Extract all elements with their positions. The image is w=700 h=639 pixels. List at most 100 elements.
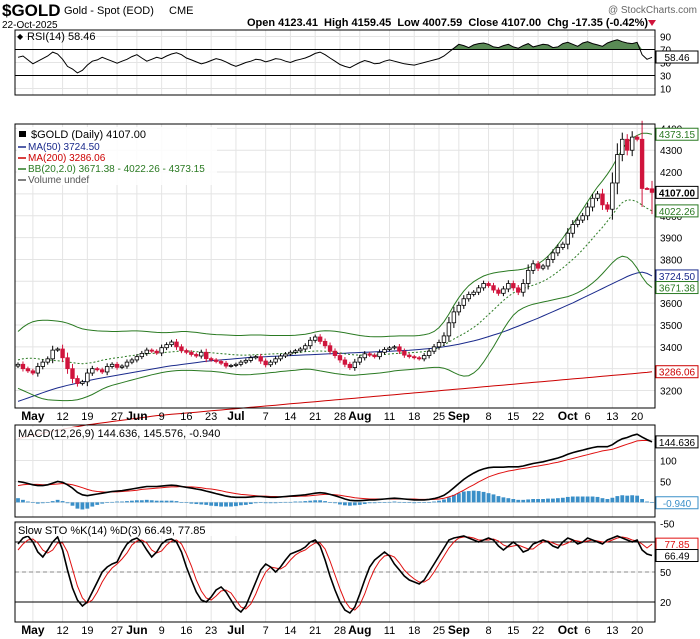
price-candle-body: [169, 341, 174, 346]
price-candle-body: [407, 354, 412, 358]
macd-histogram-bar: [506, 498, 511, 503]
price-candle-body: [104, 366, 110, 373]
price-candle-body: [233, 363, 239, 366]
rsi-y-tick-label: 90: [660, 33, 672, 44]
macd-histogram-bar: [115, 501, 119, 503]
bollinger-lower-line: [17, 255, 653, 402]
macd-histogram-bar: [75, 502, 80, 509]
macd-histogram-bar: [427, 502, 432, 503]
price-candle-body: [431, 346, 437, 352]
macd-histogram-bar: [243, 502, 248, 505]
macd-histogram-bar: [30, 502, 35, 503]
price-candle-body: [644, 188, 650, 190]
x-axis-tick-label: 15: [507, 411, 519, 423]
price-candle-body: [362, 353, 367, 359]
price-candle-body: [273, 358, 278, 363]
price-candle-body: [550, 252, 556, 260]
macd-histogram-bar: [481, 491, 486, 503]
price-candle-body: [204, 351, 209, 360]
price-candle-body: [184, 350, 189, 353]
watermark: @ StockCharts.com: [608, 5, 697, 16]
price-candle-body: [585, 206, 590, 217]
macd-histogram-bar: [580, 496, 585, 503]
macd-histogram-bar: [476, 491, 481, 503]
price-y-tick-label: 3800: [660, 255, 683, 266]
macd-histogram-bar: [635, 495, 640, 503]
macd-histogram-bar: [189, 502, 194, 504]
price-y-tick-label: 4200: [660, 168, 683, 179]
macd-histogram-bar: [149, 500, 154, 503]
macd-histogram-bar: [278, 502, 283, 503]
price-candle-body: [243, 359, 249, 363]
price-candle-body: [417, 357, 422, 360]
x-axis-tick-label: 6: [585, 625, 591, 637]
x-axis-tick-label: Aug: [348, 623, 371, 637]
price-candle-body: [65, 357, 70, 370]
macd-histogram-bar: [496, 496, 501, 503]
price-candle-body: [412, 356, 417, 359]
price-candle-body: [575, 219, 580, 225]
x-axis-tick-label: 14: [284, 411, 296, 423]
x-axis-tick-label: 28: [334, 411, 346, 423]
macd-histogram-bar: [575, 496, 580, 503]
macd-histogram-bar: [387, 501, 392, 503]
macd-histogram-bar: [313, 500, 318, 503]
price-candle-body: [35, 366, 41, 374]
x-axis-tick-label: Sep: [448, 409, 470, 423]
price-legend-item: BB(20,2.0) 3671.38 - 4022.26 - 4373.15: [28, 164, 205, 175]
macd-histogram-bar: [80, 502, 85, 510]
macd-histogram-bar: [224, 502, 228, 507]
price-candle-body: [208, 358, 214, 361]
price-candle-body: [565, 232, 570, 245]
macd-histogram-bar: [541, 499, 545, 503]
price-candle-body: [639, 138, 645, 189]
x-axis-tick-label: 7: [263, 411, 269, 423]
price-candle-body: [629, 136, 635, 151]
price-candle-body: [119, 365, 125, 368]
macd-histogram-bar: [491, 494, 496, 503]
bollinger-middle-line: [17, 199, 653, 365]
price-y-tick-label: 3200: [660, 387, 683, 398]
price-candle-body: [560, 243, 566, 248]
x-axis-tick-label: 8: [485, 411, 491, 423]
macd-histogram-bar: [110, 501, 115, 503]
price-candle-body: [312, 336, 318, 341]
price-value-tag-label: 4022.26: [659, 207, 696, 218]
x-axis-tick-label: 20: [631, 625, 643, 637]
macd-histogram-bar: [209, 502, 214, 506]
x-axis-tick-label: 28: [334, 625, 346, 637]
price-candle-body: [194, 354, 199, 357]
macd-histogram-bar: [234, 502, 238, 507]
macd-histogram-bar: [194, 502, 199, 505]
rsi-legend-bg: [17, 31, 25, 39]
chart-date: 22-Oct-2025: [2, 20, 58, 31]
price-value-tag-label: 3671.38: [659, 284, 696, 295]
macd-histogram-bar: [154, 500, 159, 503]
x-axis-tick-label: 16: [180, 625, 192, 637]
macd-histogram-bar: [293, 501, 298, 503]
price-y-tick-label: 3500: [660, 321, 683, 332]
price-candle-body: [421, 355, 427, 360]
macd-histogram-bar: [382, 502, 387, 503]
macd-histogram-bar: [100, 502, 105, 504]
stochastic-k-line: [17, 535, 653, 615]
price-candle-body: [377, 351, 382, 358]
macd-histogram-bar: [501, 497, 506, 503]
rsi-value-tag: 58.46: [655, 50, 699, 64]
price-candle-body: [283, 353, 288, 357]
macd-histogram-bar: [214, 502, 219, 507]
macd-histogram-bar: [21, 499, 25, 503]
symbol-title: $GOLD: [2, 1, 61, 20]
macd-histogram-bar: [229, 502, 233, 507]
macd-histogram-bar: [298, 501, 303, 503]
price-candle-body: [223, 362, 229, 367]
macd-histogram-bar: [288, 501, 293, 503]
macd-value-tag-label: 144.636: [659, 438, 696, 449]
macd-histogram-bar: [595, 496, 600, 503]
macd-histogram-bar: [590, 496, 595, 503]
macd-line: [17, 433, 653, 502]
x-axis-tick-label: 9: [159, 625, 165, 637]
price-candle-body: [471, 291, 476, 295]
